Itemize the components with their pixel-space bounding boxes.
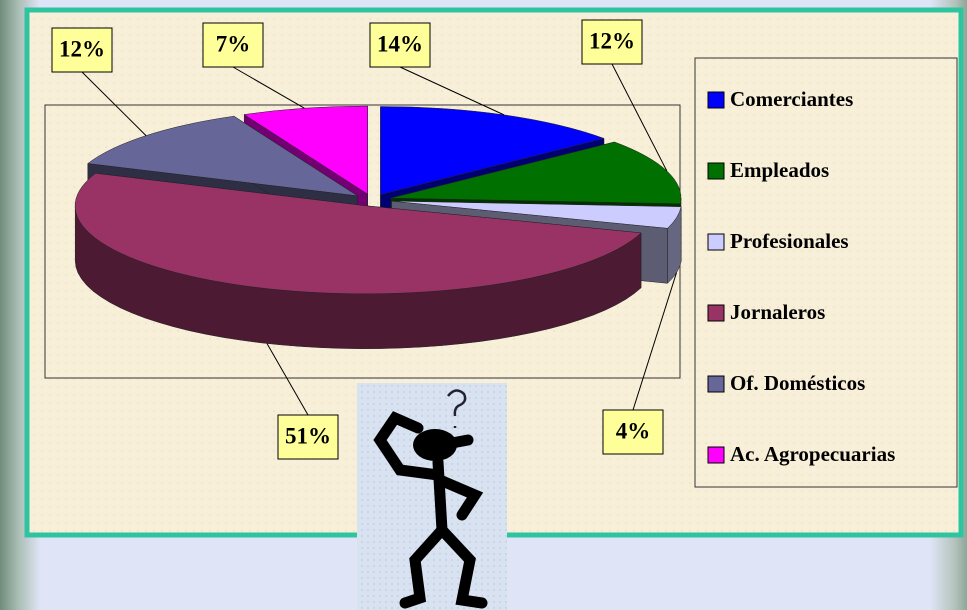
data-labels: 14% 12% 4% 51% 12% 7% [51,19,677,460]
legend-label: Of. Domésticos [730,371,865,395]
head [413,429,457,461]
data-label: 51% [285,423,331,448]
leader-line [632,272,677,411]
legend-swatch [707,162,725,180]
data-label: 7% [216,31,251,56]
slice-top [74,173,642,295]
leader-line [266,343,309,416]
slice-top [390,141,682,204]
slice-top [380,106,605,195]
arm [373,411,444,481]
legend-swatch [707,91,725,109]
label-box [277,414,339,460]
data-label: 4% [616,418,651,443]
leg [436,524,488,609]
leader-line [232,66,305,109]
arm [434,474,484,521]
legend-swatch [707,304,725,322]
legend-swatch [707,446,725,464]
data-label: 12% [589,28,635,53]
leader-line [611,63,668,172]
nose [446,434,474,449]
slice-top [243,105,368,195]
legend: Comerciantes Empleados Profesionales Jornal… [707,87,895,466]
leader-line [81,71,147,136]
label-box [51,27,113,73]
legend-label: Ac. Agropecuarias [730,442,895,466]
pie-slice [74,173,642,349]
label-box [602,409,664,455]
clip-art-bg [357,383,507,610]
question-mark [447,389,467,428]
legend-label: Empleados [730,158,829,182]
legend-swatch [707,375,725,393]
stick-figure [373,411,488,609]
label-box [202,22,264,68]
label-box [369,22,431,68]
legend-label: Comerciantes [730,87,853,111]
slice-top [391,200,682,229]
leg [399,524,448,609]
data-label: 14% [377,31,423,56]
legend-label: Jornaleros [730,300,825,324]
clip-art [357,383,507,610]
legend-swatch [707,233,725,251]
data-label: 12% [59,36,105,61]
leader-line [399,66,505,116]
legend-box [694,57,958,488]
label-box [581,19,643,65]
legend-label: Profesionales [730,229,849,253]
pie [74,105,682,349]
